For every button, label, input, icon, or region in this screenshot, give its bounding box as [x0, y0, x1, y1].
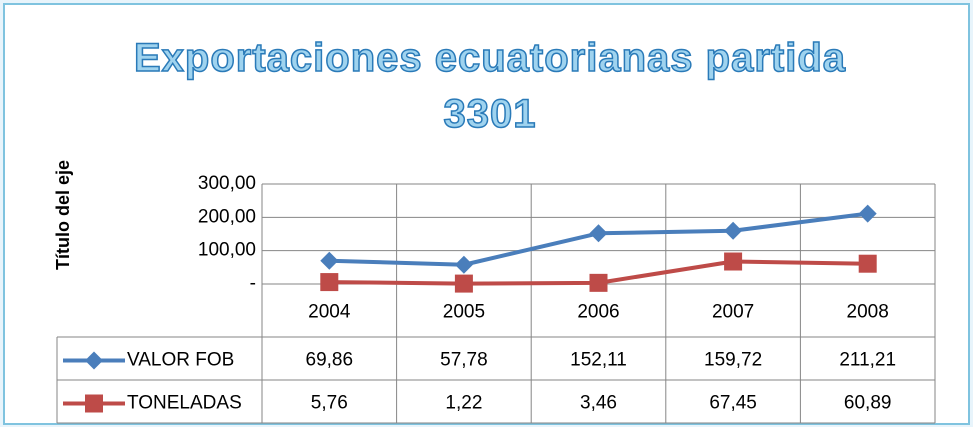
point-marker — [589, 273, 608, 292]
table-value: 159,72 — [704, 350, 762, 371]
point-marker — [858, 254, 877, 273]
point-marker — [454, 255, 473, 274]
legend-marker — [85, 394, 103, 413]
table-value: 211,21 — [839, 350, 896, 371]
y-tick-label: 100,00 — [198, 240, 256, 261]
y-tick-label: 300,00 — [198, 173, 256, 194]
legend-label: TONELADAS — [127, 393, 242, 414]
table-value: 1,22 — [445, 393, 482, 414]
point-marker — [320, 273, 339, 292]
table-value: 57,78 — [440, 350, 488, 371]
table-value: 5,76 — [311, 393, 348, 414]
chart-title: Exportaciones ecuatorianas partida 3301 — [133, 35, 846, 137]
table-value: 69,86 — [306, 350, 354, 371]
table-value: 152,11 — [570, 350, 627, 371]
point-marker — [589, 224, 608, 243]
x-tick-label: 2006 — [577, 302, 619, 323]
point-marker — [858, 204, 877, 223]
x-tick-label: 2008 — [847, 302, 889, 323]
point-marker — [320, 251, 339, 270]
legend-marker — [85, 351, 103, 370]
chart-frame — [3, 3, 970, 425]
x-tick-label: 2005 — [443, 302, 485, 323]
y-tick-label: - — [250, 273, 256, 294]
table-value: 3,46 — [580, 393, 617, 414]
point-marker — [724, 221, 743, 240]
y-axis-label: Título del eje — [53, 160, 73, 270]
table-value: 60,89 — [844, 393, 892, 414]
point-marker — [454, 274, 473, 293]
point-marker — [724, 252, 743, 271]
y-tick-label: 200,00 — [198, 206, 256, 227]
table-value: 67,45 — [709, 393, 757, 414]
legend-label: VALOR FOB — [127, 350, 234, 371]
x-tick-label: 2004 — [308, 302, 351, 323]
x-tick-label: 2007 — [712, 302, 754, 323]
